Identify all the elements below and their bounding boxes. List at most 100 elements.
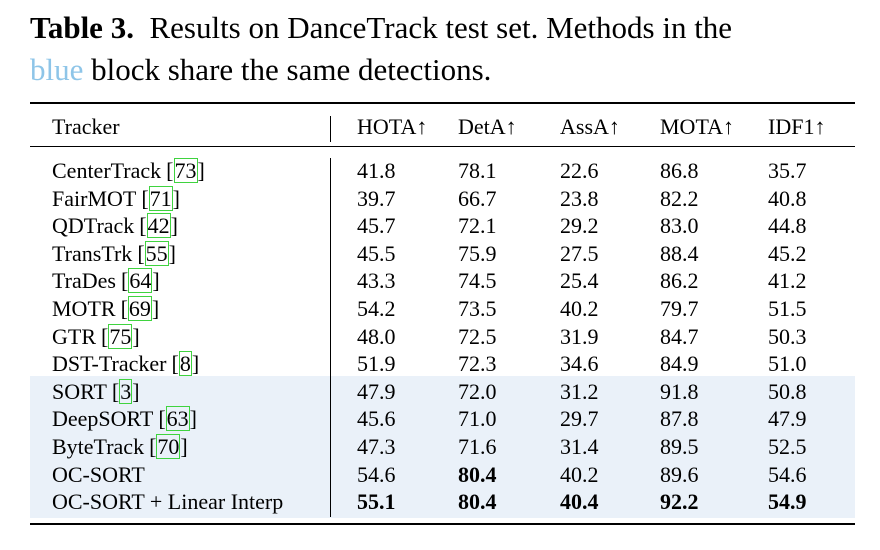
metric-cell: 54.6 <box>768 461 807 487</box>
metric-cell: 87.8 <box>660 406 699 432</box>
tracker-cell: ByteTrack [70] <box>52 434 188 460</box>
citation-bracket: ] <box>172 185 180 211</box>
metric-cell: 82.2 <box>660 185 699 211</box>
metric-cell: 89.6 <box>660 461 699 487</box>
citation-bracket: ] <box>168 240 176 266</box>
metric-cell: 91.8 <box>660 378 699 404</box>
tracker-name: MOTR <box>52 296 116 321</box>
bottom-rule <box>30 522 855 525</box>
tracker-cell: OC-SORT + Linear Interp <box>52 489 283 515</box>
caption-highlight: blue <box>30 52 84 87</box>
citation-bracket: ] <box>132 323 140 349</box>
metric-cell: 71.6 <box>458 434 497 459</box>
citation-number: 71 <box>148 185 173 211</box>
metric-cell: 83.0 <box>660 213 699 239</box>
metric-cell: 44.8 <box>768 213 807 239</box>
metric-cell: 50.3 <box>768 323 807 349</box>
tracker-name: OC-SORT + Linear Interp <box>52 489 284 515</box>
metric-cell: 31.2 <box>560 378 599 404</box>
tracker-name: OC-SORT <box>52 461 145 487</box>
tracker-name: FairMOT <box>52 185 137 211</box>
header-cell: AssA↑ <box>560 114 620 139</box>
tracker-cell: MOTR [69] <box>52 296 159 322</box>
citation: [75] <box>101 323 140 349</box>
metric-cell: 54.2 <box>357 296 396 321</box>
metric-cell: 75.9 <box>458 240 497 266</box>
citation-bracket: [ <box>149 434 157 459</box>
citation-bracket: [ <box>141 185 149 211</box>
header-cell: HOTA↑ <box>357 114 428 139</box>
metric-cell: 84.7 <box>660 323 699 349</box>
metric-cell: 73.5 <box>458 296 497 321</box>
citation-number: 42 <box>146 213 171 239</box>
tracker-name: DST-Tracker <box>52 351 167 377</box>
citation-number: 70 <box>156 434 181 459</box>
citation-number: 69 <box>127 296 152 321</box>
metric-cell: 45.6 <box>357 406 396 432</box>
citation-bracket: [ <box>139 213 147 239</box>
tracker-cell: DeepSORT [63] <box>52 406 197 432</box>
metric-cell: 45.5 <box>357 240 396 266</box>
header-cell: MOTA↑ <box>660 114 735 139</box>
metric-cell: 86.8 <box>660 158 699 183</box>
metric-cell: 89.5 <box>660 434 699 459</box>
metric-cell: 80.4 <box>458 461 497 487</box>
citation: [8] <box>171 351 199 377</box>
metric-cell: 45.7 <box>357 213 396 239</box>
citation-number: 73 <box>173 158 198 183</box>
header-rule <box>30 146 855 147</box>
metric-cell: 22.6 <box>560 158 599 183</box>
tracker-cell: GTR [75] <box>52 323 140 350</box>
tracker-cell: QDTrack [42] <box>52 213 178 239</box>
citation: [70] <box>149 434 188 459</box>
citation-bracket: [ <box>137 240 145 266</box>
metric-cell: 72.0 <box>458 378 497 404</box>
metric-cell: 47.9 <box>357 378 396 404</box>
metric-cell: 78.1 <box>458 158 497 183</box>
citation-number: 75 <box>108 323 133 349</box>
metric-cell: 92.2 <box>660 489 699 515</box>
metric-cell: 80.4 <box>458 489 497 515</box>
metric-cell: 23.8 <box>560 185 599 211</box>
citation: [69] <box>121 296 159 321</box>
citation-bracket: ] <box>170 213 178 239</box>
metric-cell: 48.0 <box>357 323 396 349</box>
metric-cell: 51.9 <box>357 351 396 377</box>
header-cell: IDF1↑ <box>768 114 826 139</box>
header-cell: DetA↑ <box>458 114 517 139</box>
metric-cell: 84.9 <box>660 351 699 377</box>
tracker-name: DeepSORT <box>52 406 154 432</box>
metric-cell: 54.9 <box>768 489 807 515</box>
tracker-name: TransTrk <box>52 240 133 266</box>
citation-bracket: ] <box>189 406 197 432</box>
metric-cell: 51.5 <box>768 296 807 321</box>
metric-cell: 71.0 <box>458 406 497 432</box>
metric-cell: 45.2 <box>768 240 807 266</box>
caption-text: block share the same detections. <box>91 52 492 87</box>
metric-cell: 72.5 <box>458 323 497 349</box>
tracker-name: TraDes <box>52 268 116 294</box>
tracker-cell: CenterTrack [73] <box>52 158 205 184</box>
metric-cell: 47.9 <box>768 406 807 432</box>
citation-bracket: ] <box>197 158 205 183</box>
metric-cell: 66.7 <box>458 185 497 211</box>
metric-cell: 79.7 <box>660 296 699 321</box>
metric-cell: 54.6 <box>357 461 396 487</box>
top-rule <box>30 102 855 104</box>
metric-cell: 88.4 <box>660 240 699 266</box>
citation-bracket: [ <box>171 351 179 377</box>
citation-number: 8 <box>178 351 192 377</box>
caption-label: Table 3. <box>30 10 134 45</box>
citation: [64] <box>121 268 160 294</box>
citation-number: 55 <box>144 240 169 266</box>
metric-cell: 40.2 <box>560 296 599 321</box>
metric-cell: 74.5 <box>458 268 497 294</box>
metric-cell: 34.6 <box>560 351 599 377</box>
metric-cell: 47.3 <box>357 434 396 459</box>
caption-text: Results on DanceTrack test set. Methods … <box>149 10 733 45</box>
group-shade <box>30 375 855 518</box>
tracker-cell: OC-SORT <box>52 462 145 488</box>
tracker-cell: TraDes [64] <box>52 268 160 294</box>
citation-bracket: [ <box>158 406 166 432</box>
caption-line: Table 3. Results on DanceTrack test set.… <box>30 10 732 46</box>
